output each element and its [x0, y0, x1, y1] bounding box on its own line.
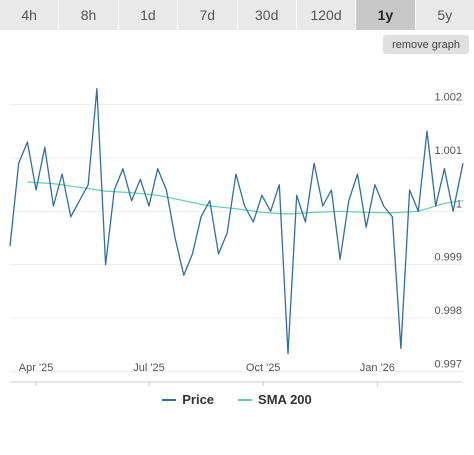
y-tick-label: 1.002 [434, 92, 462, 104]
series-line-sma200 [27, 181, 464, 215]
legend-item-sma200[interactable]: SMA 200 [238, 392, 312, 407]
x-tick-label: Jul '25 [133, 362, 164, 374]
series-lines [9, 88, 464, 355]
tab-4h[interactable]: 4h [0, 0, 60, 30]
tab-7d[interactable]: 7d [178, 0, 238, 30]
grid-lines [10, 104, 463, 372]
remove-graph-button[interactable]: remove graph [383, 35, 469, 54]
x-tick-label: Oct '25 [246, 362, 281, 374]
legend-label-price: Price [182, 392, 215, 407]
tab-5y[interactable]: 5y [415, 0, 474, 30]
chart-legend: Price SMA 200 [0, 392, 474, 407]
legend-swatch-price [162, 398, 177, 401]
tab-1y[interactable]: 1y [356, 0, 416, 30]
y-tick-label: 1 [456, 198, 462, 210]
y-tick-label: 0.997 [434, 358, 462, 370]
legend-item-price[interactable]: Price [162, 392, 214, 407]
tab-120d[interactable]: 120d [296, 0, 357, 30]
series-line-price [9, 88, 464, 355]
y-tick-label: 0.998 [434, 305, 462, 317]
x-axis: Apr '25 Jul '25 Oct '25 Jan '26 [10, 362, 463, 386]
x-tick-label: Apr '25 [19, 362, 54, 374]
price-chart: Apr '25 Jul '25 Oct '25 Jan '26 1.0021.0011… [9, 88, 464, 386]
legend-swatch-sma200 [238, 398, 253, 401]
timeframe-tabs: 4h 8h 1d 7d 30d 120d 1y 5y [0, 0, 474, 30]
legend-label-sma200: SMA 200 [258, 392, 312, 407]
y-tick-label: 1.001 [434, 145, 462, 157]
x-tick-label: Jan '26 [360, 362, 395, 374]
tab-8h[interactable]: 8h [59, 0, 119, 30]
y-axis-labels: 1.002 1.001 1 0.999 0.998 0.997 [434, 92, 462, 371]
tab-1d[interactable]: 1d [118, 0, 179, 30]
tab-30d[interactable]: 30d [237, 0, 297, 30]
y-tick-label: 0.999 [434, 252, 462, 264]
